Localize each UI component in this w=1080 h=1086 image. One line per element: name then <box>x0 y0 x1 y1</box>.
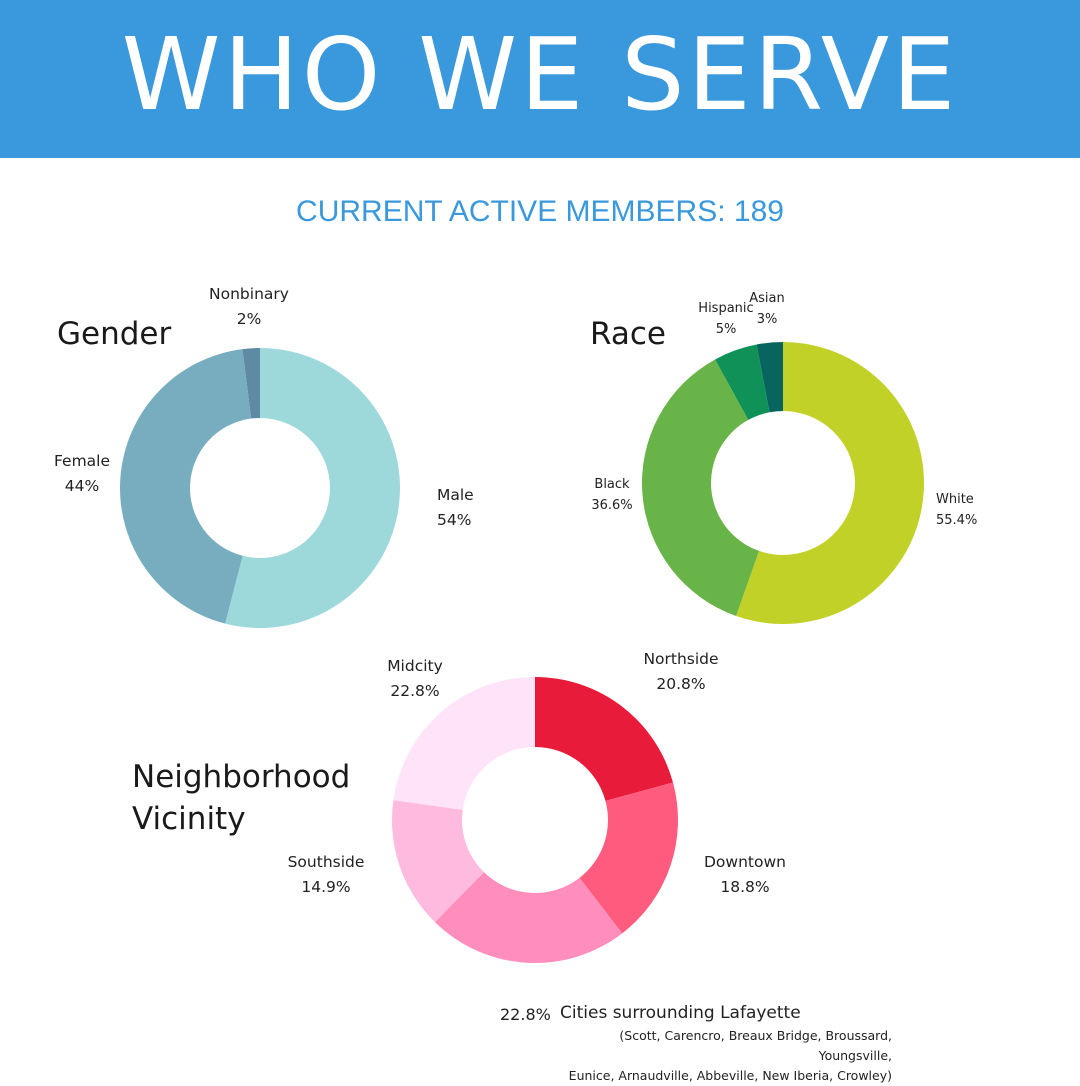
value-label: 36.6% <box>591 498 632 513</box>
page-title: WHO WE SERVE <box>121 16 959 133</box>
value-label: 55.4% <box>936 513 977 528</box>
data-label-black: Black 36.6% <box>591 477 632 513</box>
footnote-title: Cities surrounding Lafayette <box>560 1003 801 1023</box>
race-chart-title: Race <box>590 316 666 352</box>
value-label: 2% <box>237 310 262 328</box>
footnote-detail-line-2: Eunice, Arnaudville, Abbeville, New Iber… <box>568 1068 892 1083</box>
value-label: 20.8% <box>656 675 705 693</box>
category-label: Northside <box>643 650 718 668</box>
header-banner: WHO WE SERVE <box>0 0 1080 158</box>
data-label-asian: Asian 3% <box>749 291 784 327</box>
slice-nonbinary <box>242 348 260 419</box>
slice-downtown <box>579 782 678 934</box>
category-label: Male <box>437 486 474 504</box>
gender-chart-title: Gender <box>57 316 172 352</box>
value-label: 18.8% <box>720 878 769 896</box>
value-label: 22.8% <box>390 682 439 700</box>
slice-cities-surrounding-lafayette <box>434 872 623 964</box>
slice-hispanic <box>715 344 770 420</box>
footnote-detail-line-1: (Scott, Carencro, Breaux Bridge, Broussa… <box>619 1028 892 1063</box>
category-label: Southside <box>288 853 365 871</box>
data-label-northside: Northside 20.8% <box>643 650 718 693</box>
data-label-female: Female 44% <box>54 452 110 495</box>
category-label: Nonbinary <box>209 285 289 303</box>
slice-northside <box>535 677 674 801</box>
slice-white <box>736 342 925 625</box>
data-label-midcity: Midcity 22.8% <box>387 657 443 700</box>
data-label-southside: Southside 14.9% <box>288 853 365 896</box>
category-label: Female <box>54 452 110 470</box>
category-label: Asian <box>749 291 784 306</box>
category-label: Black <box>594 477 630 492</box>
neighborhood-title-line-1: Neighborhood <box>132 759 351 795</box>
slice-female <box>120 349 252 624</box>
active-members-subtitle: CURRENT ACTIVE MEMBERS: 189 <box>296 195 784 228</box>
data-label-nonbinary: Nonbinary 2% <box>209 285 289 328</box>
footnote-percent: 22.8% <box>500 1005 551 1024</box>
value-label: 3% <box>757 312 778 327</box>
data-label-male: Male 54% <box>437 486 474 529</box>
slice-asian <box>756 342 783 413</box>
category-label: Hispanic <box>698 301 753 316</box>
category-label: White <box>936 492 974 507</box>
slice-midcity <box>393 677 535 810</box>
slice-male <box>225 348 400 628</box>
value-label: 14.9% <box>301 878 350 896</box>
category-label: Midcity <box>387 657 443 675</box>
neighborhood-chart-title: Neighborhood Vicinity <box>132 756 350 840</box>
slice-southside <box>392 800 484 923</box>
footnote-detail: (Scott, Carencro, Breaux Bridge, Broussa… <box>552 1026 892 1086</box>
category-label: Downtown <box>704 853 786 871</box>
value-label: 54% <box>437 511 471 529</box>
data-label-hispanic: Hispanic 5% <box>698 301 753 337</box>
neighborhood-title-line-2: Vicinity <box>132 801 246 837</box>
data-label-white: White 55.4% <box>936 492 977 528</box>
value-label: 5% <box>716 322 737 337</box>
value-label: 44% <box>65 477 99 495</box>
data-label-downtown: Downtown 18.8% <box>704 853 786 896</box>
slice-black <box>641 359 760 616</box>
